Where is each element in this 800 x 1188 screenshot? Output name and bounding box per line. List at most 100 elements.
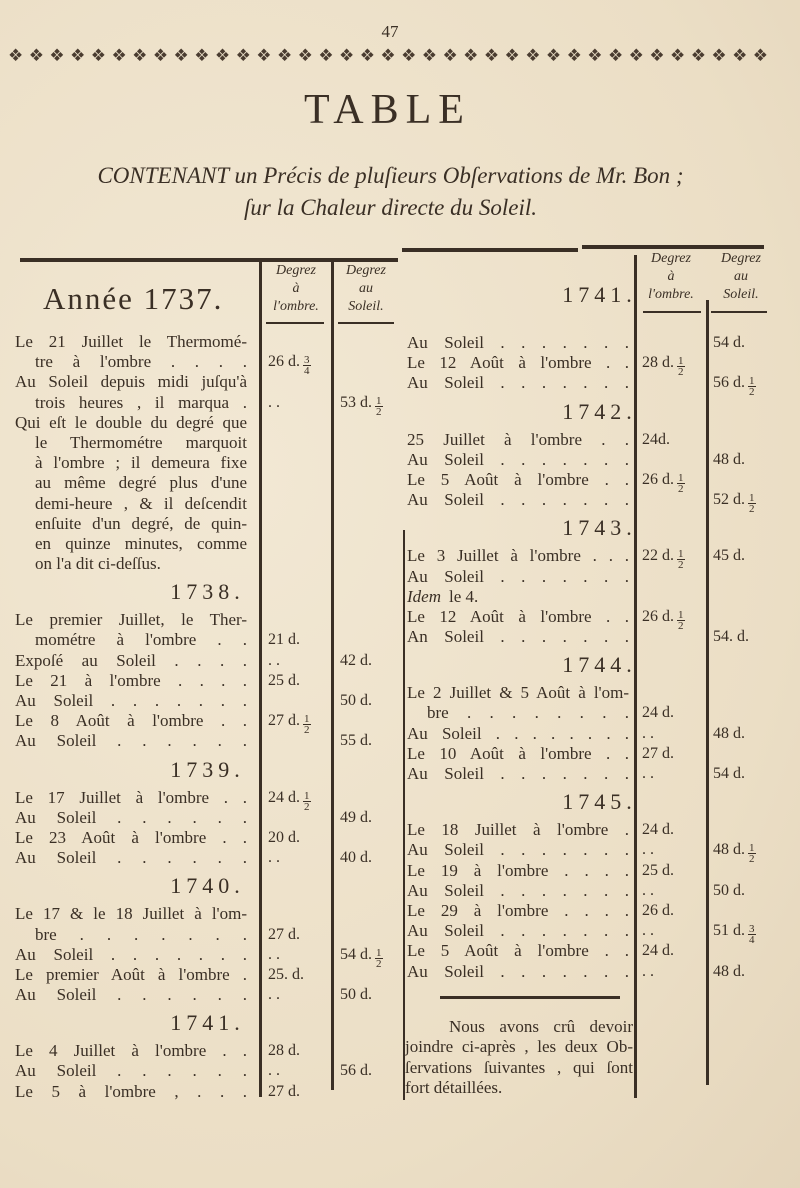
row-label: Le 5 Août à l'ombre . .: [407, 941, 629, 961]
fleuron-icon: ❖: [545, 46, 562, 65]
row-label: Le 23 Août à l'ombre . .: [15, 827, 247, 847]
table-row: Le premier Juillet, le Ther-: [15, 610, 400, 630]
header-shade-right: Degrez à l'ombre.: [637, 250, 705, 304]
table-row: Le 3 Juillet à l'ombre . . . 22 d. 1 2 45 d.: [407, 546, 792, 571]
fleuron-icon: ❖: [90, 46, 106, 65]
sun-degree-number: 50 d.: [713, 881, 745, 899]
shade-degree-number: . .: [642, 922, 654, 940]
shade-degree-value: . .: [642, 921, 654, 941]
shade-degree-value: 24 d.: [642, 703, 674, 723]
shade-degree-value: 26 d. 1 2: [642, 607, 685, 632]
table-row: bre . . . . . . . . 24 d.: [407, 703, 792, 723]
row-label-italic: Idem: [407, 586, 441, 606]
shade-degree-value: 26 d.: [642, 901, 674, 921]
sun-degree-number: 52 d.: [713, 491, 745, 509]
sun-degree-number: 54. d.: [713, 628, 749, 646]
table-row: Au Soleil . . . . . . 49 d.: [15, 808, 400, 828]
sun-degree-number: 49 d.: [340, 808, 372, 826]
fraction-denominator: 4: [304, 365, 310, 378]
row-label: Le 17 & le 18 Juillet à l'om-: [15, 904, 247, 924]
header-underline: [711, 311, 767, 313]
fleuron-icon: ❖: [711, 46, 727, 65]
fraction-denominator: 2: [749, 503, 755, 516]
row-label: Au Soleil . . . . . . .: [407, 840, 629, 860]
header-text: Soleil.: [723, 287, 759, 302]
header-text: Degrez: [721, 251, 761, 266]
table-row: Au Soleil . . . . . . . . . 54 d.: [407, 764, 792, 784]
year-heading: 1740.: [170, 873, 245, 899]
shade-degree-value: . .: [642, 840, 654, 860]
row-label: Au Soleil . . . . . . .: [407, 566, 629, 586]
sun-degree-value: 54 d. 1 2: [340, 945, 383, 969]
shade-degree-number: 25 d.: [642, 861, 674, 879]
sun-degree-value: 53 d. 1 2: [340, 393, 383, 417]
table-row: Au Soleil . . . . . . 55 d.: [15, 731, 400, 751]
shade-degree-number: . .: [268, 393, 280, 411]
shade-degree-number: . .: [642, 765, 654, 782]
fraction-denominator: 2: [678, 619, 684, 632]
shade-degree-number: . .: [268, 849, 280, 867]
header-sun-right: Degrez au Soleil.: [709, 250, 773, 304]
shade-degree-number: 25 d.: [268, 671, 300, 689]
sun-degree-value: 51 d. 3 4: [713, 921, 756, 947]
table-row: Au Soleil depuis midi juſqu'à: [15, 372, 400, 392]
fleuron-icon: ❖: [173, 46, 189, 65]
header-text: Soleil.: [348, 299, 384, 314]
year-heading: 1739.: [170, 756, 245, 782]
fleuron-icon: ❖: [463, 46, 479, 65]
subtitle-line-2: ſur la Chaleur directe du Soleil.: [243, 195, 537, 220]
fleuron-icon: ❖: [752, 46, 768, 65]
year-heading: 1743.: [562, 515, 637, 541]
column-divider: [706, 300, 709, 1085]
row-label: Le 5 Août à l'ombre . .: [407, 469, 629, 489]
shade-degree-value: . .: [642, 881, 654, 901]
fraction-denominator: 4: [749, 934, 755, 947]
row-label: Le 21 Juillet le Thermomé-: [15, 332, 247, 351]
table-row: Le 5 à l'ombre , . . . 27 d.: [15, 1082, 400, 1102]
shade-degree-number: . .: [268, 651, 280, 669]
header-shade-left: Degrez à l'ombre.: [262, 262, 330, 316]
shade-degree-number: 24 d.: [268, 788, 300, 806]
shade-degree-value: . .: [268, 651, 280, 671]
fleuron-icon: ❖: [670, 46, 686, 65]
table-row: mométre à l'ombre . . 21 d.: [15, 630, 400, 650]
shade-degree-number: 26 d.: [268, 353, 300, 371]
sun-degree-number: 48 d.: [713, 962, 745, 980]
right-table: 1741. Au Soleil . . . . . . . 54 d. Le 12 A…: [407, 270, 792, 982]
sun-degree-value: 54 d.: [713, 764, 745, 784]
header-text: au: [734, 269, 748, 284]
sun-degree-number: 40 d.: [340, 849, 372, 867]
table-row: Expoſé au Soleil . . . . . . 42 d.: [15, 651, 400, 671]
sun-degree-value: 48 d.: [713, 724, 745, 744]
sun-degree-value: 50 d.: [713, 881, 745, 901]
shade-degree-value: 28 d. 1 2: [642, 353, 685, 378]
table-row: Au Soleil . . . . . . . 56 d. 1 2: [407, 373, 792, 398]
table-row: Le 29 à l'ombre . . . . 26 d.: [407, 901, 792, 921]
shade-degree-value: . .: [268, 985, 280, 1005]
fraction-numerator: 1: [677, 608, 685, 621]
shade-degree-number: 27 d.: [642, 744, 674, 762]
shade-degree-number: 27 d.: [268, 1082, 300, 1100]
shade-degree-number: 24d.: [642, 430, 670, 448]
table-row: on l'a dit ci-deſſus.: [15, 554, 400, 574]
table-row: Le 4 Juillet à l'ombre . . 28 d.: [15, 1041, 400, 1061]
fleuron-icon: ❖: [504, 46, 520, 65]
header-underline: [338, 322, 394, 324]
row-label: Le 8 Août à l'ombre . .: [15, 711, 247, 731]
table-row: trois heures , il marqua . . . 53 d. 1 2: [15, 393, 400, 417]
fleuron-icon: ❖: [690, 46, 706, 65]
sun-degree-value: 52 d. 1 2: [713, 490, 756, 516]
header-text: Degrez: [651, 251, 691, 266]
fleuron-icon: ❖: [70, 46, 86, 65]
subtitle-line-1: CONTENANT un Précis de pluſieurs Obſerva…: [97, 163, 684, 188]
shade-degree-value: 27 d.: [268, 925, 300, 945]
note-line: ſervations ſuivantes , qui ſont: [405, 1057, 633, 1077]
page-number: 47: [381, 22, 399, 41]
fleuron-icon: ❖: [28, 46, 44, 65]
shade-degree-number: . .: [642, 724, 654, 742]
row-label: à l'ombre ; il demeura fixe: [35, 453, 247, 473]
